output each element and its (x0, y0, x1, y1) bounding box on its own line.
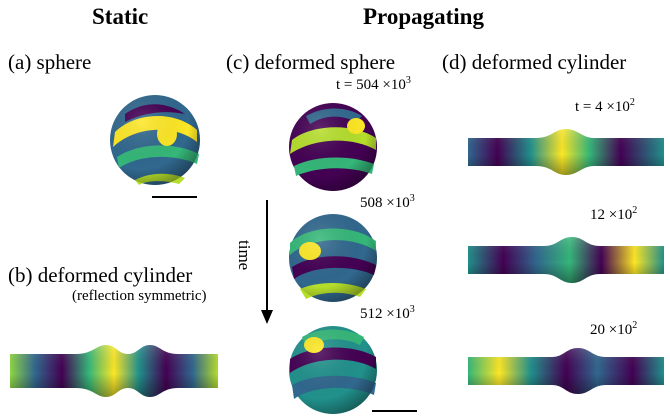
panel-d-label: (d) deformed cylinder (442, 50, 627, 74)
time-axis-label: time (235, 240, 254, 271)
panel-c-time-2: 508 ×103 (360, 193, 415, 211)
panel-c-label: (c) deformed sphere (226, 50, 396, 74)
deformed-sphere-2 (289, 214, 377, 302)
scale-bar-a (152, 196, 197, 198)
heading-propagating: Propagating (363, 4, 484, 29)
deformed-sphere-3 (289, 326, 377, 414)
panel-a-label: (a) sphere (8, 50, 92, 74)
cylinder-figure-d3 (468, 348, 664, 394)
panel-d-time-2: 12 ×102 (590, 205, 638, 223)
cylinder-figure-d1 (468, 129, 664, 175)
panel-c-time-3: 512 ×103 (360, 304, 415, 322)
panel-d-time-3: 20 ×102 (590, 320, 638, 338)
cylinder-figure-d2 (468, 237, 664, 283)
panel-d-time-1: t = 4 ×102 (575, 97, 635, 115)
panel-c-time-1: t = 504 ×103 (336, 75, 411, 93)
panel-b-sublabel: (reflection symmetric) (72, 288, 207, 304)
panel-b-label: (b) deformed cylinder (8, 263, 193, 287)
sphere-figure (110, 95, 200, 185)
deformed-sphere-1 (289, 103, 377, 191)
cylinder-figure-b (10, 345, 218, 397)
heading-static: Static (92, 4, 149, 29)
time-arrow (261, 200, 273, 324)
scale-bar-c (372, 410, 417, 412)
